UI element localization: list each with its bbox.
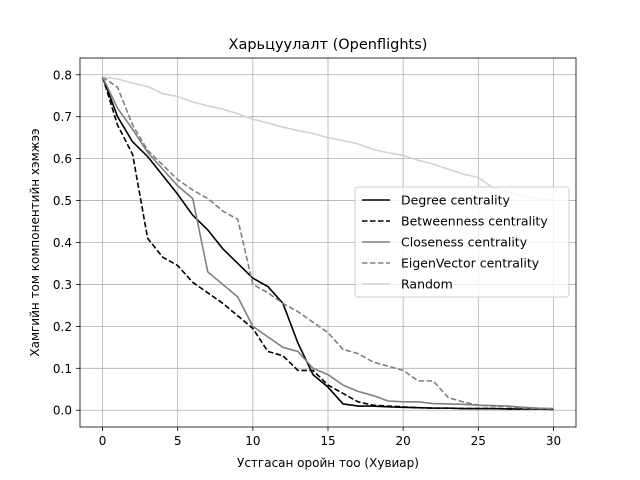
y-tick-label: 0.6: [53, 152, 72, 166]
x-tick-label: 5: [174, 434, 182, 448]
y-tick-label: 0.2: [53, 320, 72, 334]
y-tick-label: 0.5: [53, 194, 72, 208]
y-tick-label: 0.1: [53, 362, 72, 376]
x-axis-label: Устгасан оройн тоо (Хувиар): [237, 456, 419, 470]
series-line-eigenvector-centrality: [102, 76, 554, 410]
x-tick-label: 25: [471, 434, 486, 448]
legend: Degree centrality Betweenness centrality C…: [354, 186, 570, 298]
y-tick-label: 0.8: [53, 68, 72, 82]
legend-label: Random: [401, 277, 453, 292]
x-tick-label: 0: [99, 434, 107, 448]
axis-ticks: 0 5 10 15 20 25 30 0.0 0.1 0.2 0.3 0.4 0.5 0.6 0.7 0.8: [53, 68, 561, 448]
legend-label: Closeness centrality: [401, 235, 528, 250]
y-tick-label: 0.0: [53, 404, 72, 418]
legend-label: Degree centrality: [401, 193, 511, 208]
x-tick-label: 10: [245, 434, 260, 448]
series-line-betweenness-centrality: [101, 76, 554, 411]
legend-box: [354, 186, 570, 298]
legend-label: Betweenness centrality: [401, 214, 548, 229]
legend-label: EigenVector centrality: [401, 256, 540, 271]
y-tick-label: 0.7: [53, 110, 72, 124]
series-lines: [101, 76, 554, 411]
y-axis-label: Хамгийн том компонентийн хэмжээ: [28, 128, 42, 356]
x-tick-label: 15: [320, 434, 335, 448]
x-tick-label: 30: [546, 434, 561, 448]
y-tick-label: 0.4: [53, 236, 72, 250]
series-line-random: [102, 76, 554, 202]
x-tick-label: 20: [396, 434, 411, 448]
chart-title: Харьцуулалт (Openflights): [229, 37, 428, 53]
y-tick-label: 0.3: [53, 278, 72, 292]
